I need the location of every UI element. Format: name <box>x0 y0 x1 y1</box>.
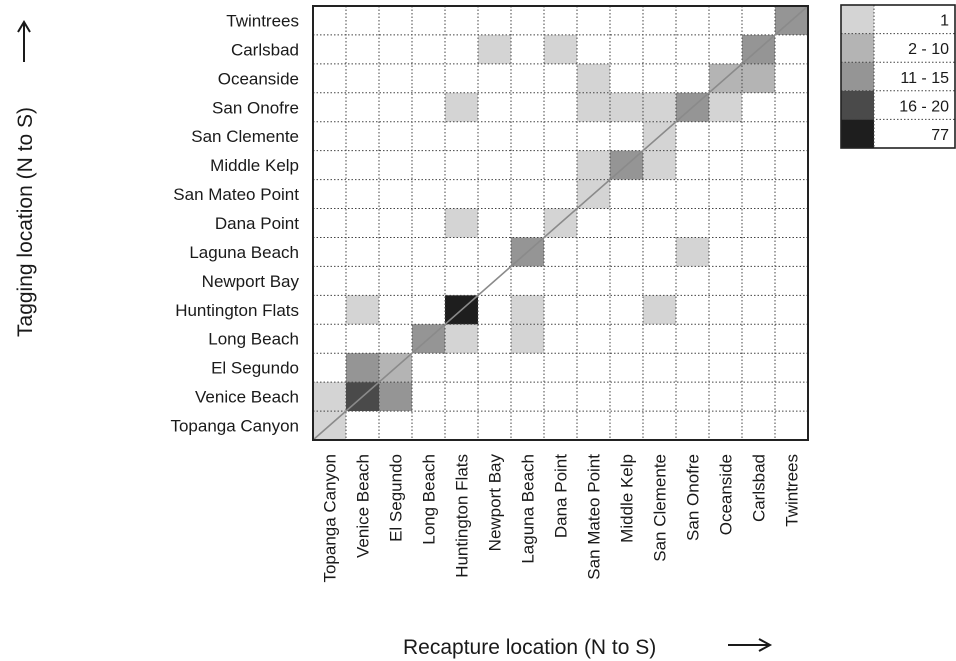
heatmap-cell <box>445 208 478 238</box>
heatmap-cell <box>511 295 544 325</box>
heatmap-cell <box>313 382 346 412</box>
heatmap-cell <box>742 63 775 93</box>
x-tick-label: San Mateo Point <box>585 454 604 580</box>
x-tick-label: Dana Point <box>552 454 571 538</box>
x-tick-label: Huntington Flats <box>453 454 472 578</box>
legend-swatch <box>841 119 874 148</box>
x-axis-arrow-icon <box>728 638 773 652</box>
heatmap-cell <box>610 92 643 122</box>
legend: 1 2 - 10 11 - 15 16 - 20 77 <box>840 4 956 149</box>
heatmap-cells <box>313 6 808 440</box>
y-tick-label: Middle Kelp <box>210 156 299 175</box>
heatmap-cell <box>478 34 511 64</box>
legend-swatch <box>841 62 874 91</box>
legend-label: 77 <box>931 127 949 144</box>
heatmap-cell <box>544 34 577 64</box>
x-tick-label: Topanga Canyon <box>321 454 340 583</box>
legend-frame <box>840 4 956 149</box>
x-tick-label: Laguna Beach <box>519 454 538 564</box>
heatmap-cell <box>577 63 610 93</box>
y-tick-label: El Segundo <box>211 359 299 378</box>
x-tick-labels: Topanga Canyon Venice Beach El Segundo Long… <box>321 454 802 583</box>
heatmap-cell <box>577 92 610 122</box>
legend-label: 2 - 10 <box>908 41 949 58</box>
y-tick-label: Venice Beach <box>195 388 299 407</box>
x-tick-label: San Clemente <box>651 454 670 562</box>
x-tick-label: Carlsbad <box>750 454 769 522</box>
heatmap-cell <box>709 92 742 122</box>
heatmap-cell <box>379 382 412 412</box>
heatmap-cell <box>643 295 676 325</box>
x-tick-label: Venice Beach <box>354 454 373 558</box>
x-tick-label: Twintrees <box>783 454 802 527</box>
y-tick-label: San Clemente <box>191 127 299 146</box>
legend-swatch <box>841 5 874 34</box>
y-tick-label: Twintrees <box>226 11 299 30</box>
y-axis-arrow-icon <box>17 20 31 62</box>
diagonal-line <box>312 5 809 441</box>
y-tick-label: Long Beach <box>208 330 299 349</box>
y-tick-label: Dana Point <box>215 214 299 233</box>
heatmap-grid <box>313 6 808 440</box>
y-tick-labels: Topanga Canyon Venice Beach El Segundo Long… <box>170 11 299 435</box>
y-tick-label: San Mateo Point <box>173 185 299 204</box>
x-axis-title: Recapture location (N to S) <box>403 636 656 659</box>
heatmap-cell <box>643 92 676 122</box>
legend-label: 16 - 20 <box>899 98 949 115</box>
y-tick-label: Topanga Canyon <box>170 417 299 436</box>
heatmap-cell <box>643 150 676 180</box>
y-tick-label: Carlsbad <box>231 40 299 59</box>
heatmap-cell <box>346 353 379 383</box>
legend-swatch <box>841 33 874 63</box>
x-tick-label: El Segundo <box>387 454 406 542</box>
legend-swatch <box>841 90 874 120</box>
y-tick-label: San Onofre <box>212 98 299 117</box>
x-tick-label: San Onofre <box>684 454 703 541</box>
x-tick-label: Long Beach <box>420 454 439 545</box>
legend-label: 11 - 15 <box>900 70 949 87</box>
x-tick-label: Middle Kelp <box>618 454 637 543</box>
heatmap-cell <box>676 237 709 267</box>
x-tick-label: Newport Bay <box>486 454 505 552</box>
x-tick-label: Oceanside <box>717 454 736 535</box>
y-tick-label: Oceanside <box>218 69 299 88</box>
y-tick-label: Huntington Flats <box>175 301 299 320</box>
heatmap-cell <box>445 92 478 122</box>
legend-label: 1 <box>940 13 949 30</box>
y-axis-title: Tagging location (N to S) <box>14 107 37 337</box>
heatmap-cell <box>346 295 379 325</box>
heatmap-cell <box>577 150 610 180</box>
heatmap-cell <box>511 324 544 354</box>
heatmap-cell <box>445 324 478 354</box>
y-tick-label: Laguna Beach <box>189 243 299 262</box>
plot-frame <box>312 5 809 441</box>
y-tick-label: Newport Bay <box>202 272 300 291</box>
